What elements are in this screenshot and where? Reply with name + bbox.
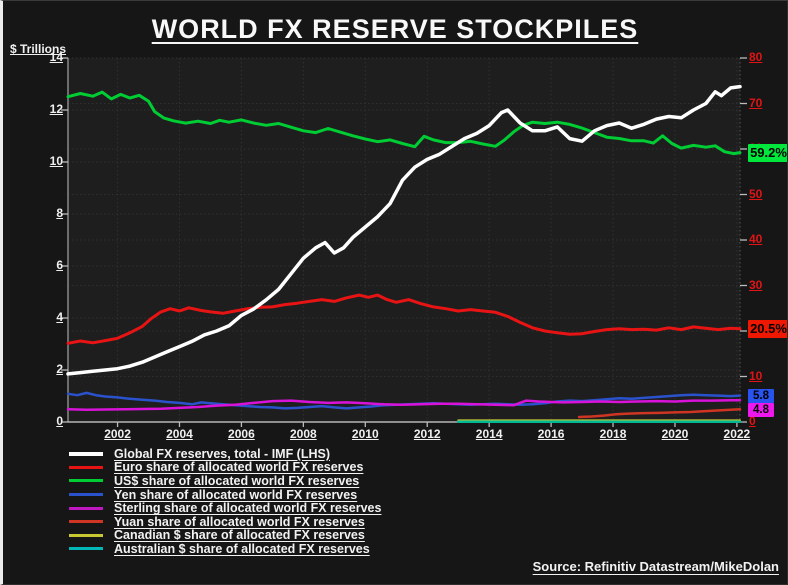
legend-item: Yuan share of allocated world FX reserve… xyxy=(69,515,381,529)
x-tick-label: 2010 xyxy=(351,427,379,441)
legend-label: Canadian $ share of allocated FX reserve… xyxy=(114,528,365,543)
value-callout: 59.2% xyxy=(748,143,787,162)
y-left-tick-label: 14 xyxy=(49,50,63,64)
y-right-tick-label: 30 xyxy=(749,277,763,292)
legend-swatch xyxy=(69,547,103,551)
value-callout: 5.8 xyxy=(748,388,774,403)
legend-item: US$ share of allocated world FX reserves xyxy=(69,474,381,488)
series-line xyxy=(66,293,742,345)
series-line xyxy=(577,408,742,419)
x-tick-label: 2006 xyxy=(228,427,255,441)
legend: Global FX reserves, total - IMF (LHS) Eur… xyxy=(69,447,381,556)
legend-swatch xyxy=(69,465,103,469)
y-left-tick-label: 6 xyxy=(56,258,63,272)
series-line xyxy=(66,398,742,411)
x-tick-label: 2002 xyxy=(104,427,131,441)
x-tick-label: 2020 xyxy=(661,427,689,441)
legend-swatch xyxy=(69,533,103,537)
legend-item: Sterling share of allocated world FX res… xyxy=(69,501,381,515)
y-left-tick-label: 4 xyxy=(56,310,63,324)
y-right-tick-label: 0 xyxy=(749,414,756,428)
legend-item: Australian $ share of allocated FX reser… xyxy=(69,542,381,556)
x-tick-label: 2022 xyxy=(723,427,751,441)
left-axis-unit-label: $ Trillions xyxy=(10,42,67,56)
x-tick-label: 2016 xyxy=(537,427,565,441)
x-tick-label: 2018 xyxy=(599,427,627,441)
legend-label: Euro share of allocated world FX reserve… xyxy=(114,460,364,475)
legend-item: Yen share of allocated world FX reserves xyxy=(69,488,381,502)
legend-label: Australian $ share of allocated FX reser… xyxy=(114,541,370,556)
y-left-tick-label: 8 xyxy=(56,206,63,220)
x-tick-label: 2008 xyxy=(289,427,317,441)
legend-swatch xyxy=(69,479,103,483)
x-tick-label: 2004 xyxy=(166,427,193,441)
legend-item: Euro share of allocated world FX reserve… xyxy=(69,460,381,475)
legend-label: Sterling share of allocated world FX res… xyxy=(114,501,382,516)
y-right-tick-label: 80 xyxy=(749,50,763,64)
y-right-tick-label: 70 xyxy=(749,95,763,110)
y-left-tick-label: 2 xyxy=(56,362,63,376)
legend-swatch xyxy=(69,520,103,524)
legend-swatch xyxy=(69,451,103,456)
plot-area xyxy=(61,57,747,427)
source-credit: Source: Refinitiv Datastream/MikeDolan xyxy=(532,559,779,574)
y-left-tick-label: 12 xyxy=(49,102,63,116)
legend-label: US$ share of allocated world FX reserves xyxy=(114,473,360,488)
y-right-tick-label: 40 xyxy=(749,232,763,246)
x-tick-label: 2012 xyxy=(413,427,441,441)
series-line xyxy=(66,84,742,376)
legend-label: Global FX reserves, total - IMF (LHS) xyxy=(114,446,331,461)
y-left-tick-label: 0 xyxy=(56,414,63,428)
y-right-tick-label: 50 xyxy=(749,186,763,201)
value-callout: 4.8 xyxy=(748,402,774,417)
legend-label: Yuan share of allocated world FX reserve… xyxy=(114,514,365,529)
x-tick-label: 2014 xyxy=(475,427,503,441)
series-line xyxy=(66,90,742,156)
value-callout: 20.5% xyxy=(748,319,787,338)
y-left-tick-label: 10 xyxy=(49,154,63,168)
legend-label: Yen share of allocated world FX reserves xyxy=(114,487,358,502)
chart-title: WORLD FX RESERVE STOCKPILES xyxy=(151,14,639,44)
legend-swatch xyxy=(69,493,103,497)
legend-item: Global FX reserves, total - IMF (LHS) xyxy=(69,447,381,461)
legend-item: Canadian $ share of allocated FX reserve… xyxy=(69,528,381,543)
y-right-tick-label: 10 xyxy=(749,368,763,383)
legend-swatch xyxy=(69,506,103,510)
